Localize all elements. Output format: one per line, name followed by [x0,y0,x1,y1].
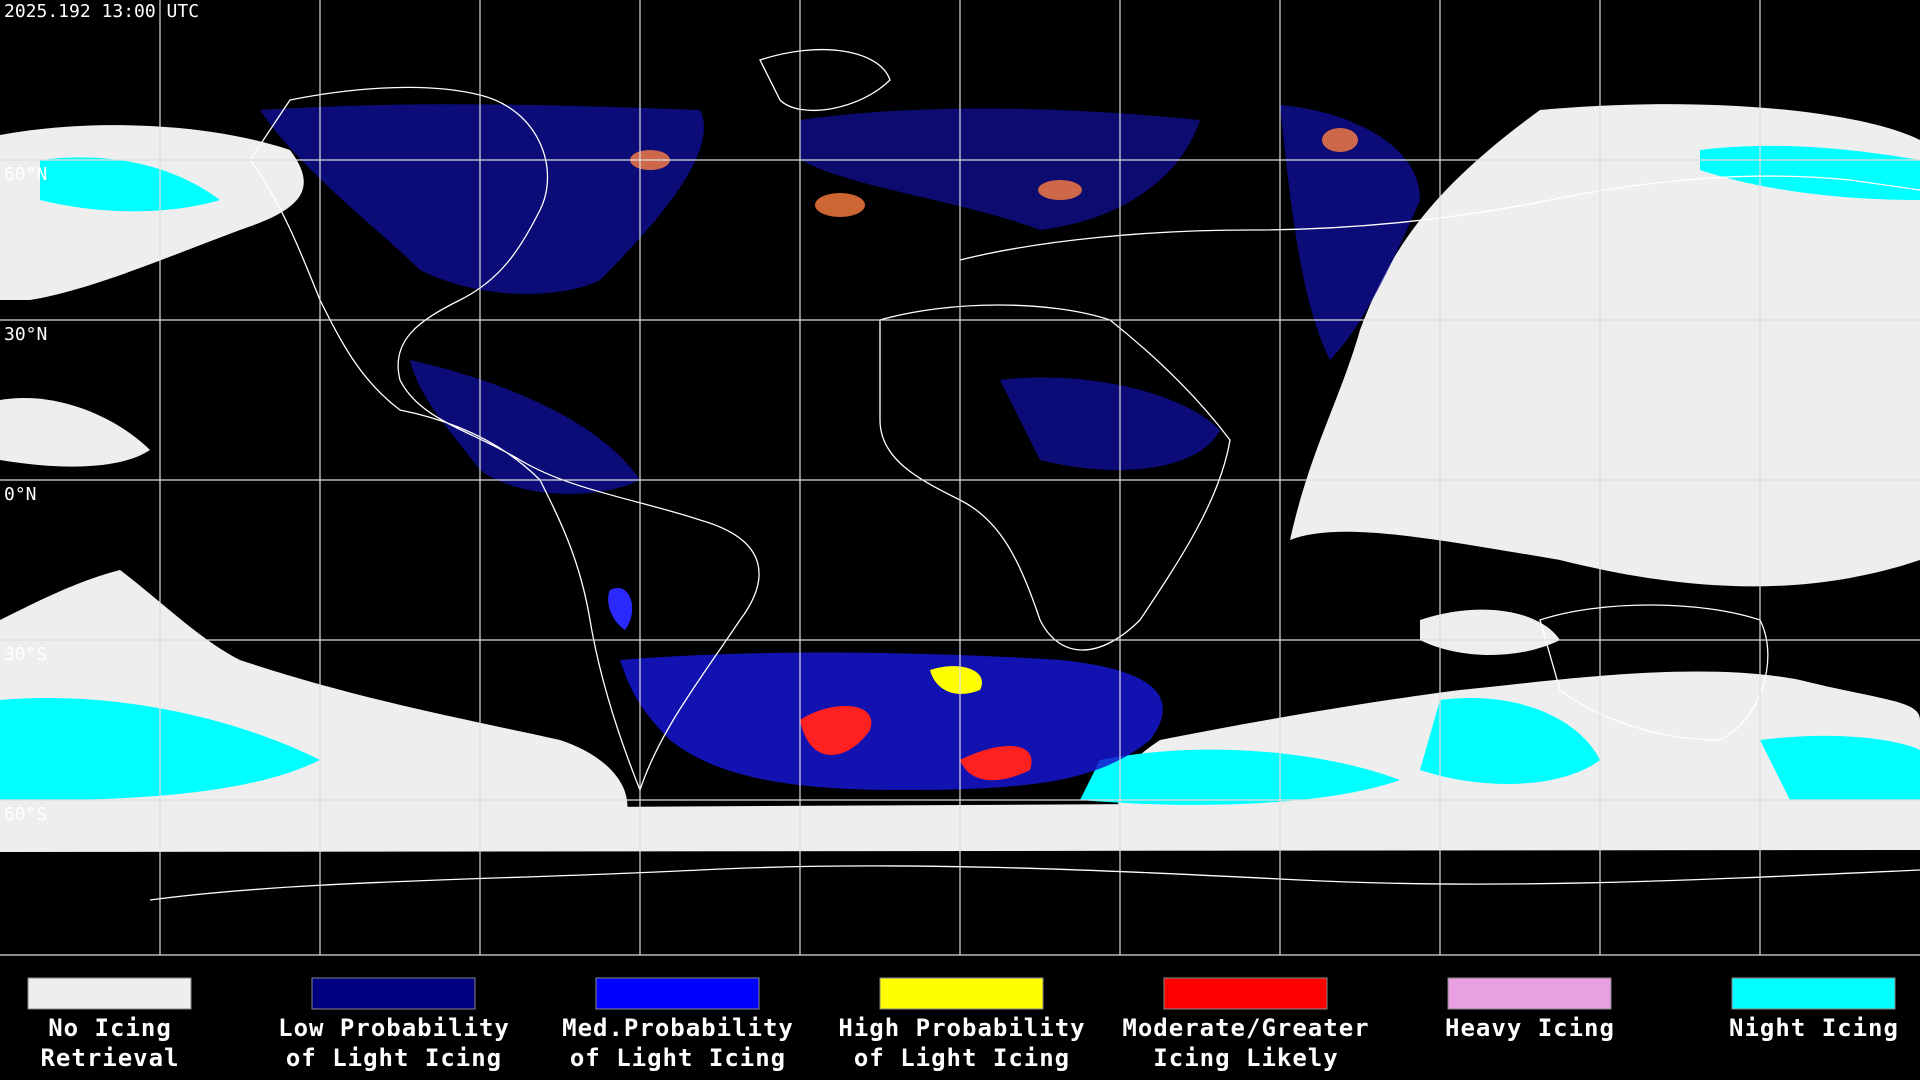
legend-label: Heavy Icing [1445,1014,1615,1042]
legend-label: No Icing [48,1014,172,1042]
legend-swatch [27,977,192,1010]
latitude-labels: 60°N 30°N 0°N 30°S 60°S [4,164,47,825]
legend-swatch [1447,977,1612,1010]
legend-label: Med.Probability [562,1014,794,1042]
graticule [0,0,1920,956]
legend-swatch [1163,977,1328,1010]
map: 2025.192 13:00 UTC 60°N 30°N 0°N 30°S 60°S [0,0,1920,956]
latitude-label: 30°S [4,644,47,665]
legend-swatch [879,977,1044,1010]
latitude-label: 30°N [4,324,47,345]
legend-swatch [595,977,760,1010]
icing-regions [260,104,1420,790]
legend-label: Low Probability [278,1014,510,1042]
timestamp: 2025.192 13:00 UTC [4,1,199,22]
latitude-label: 60°S [4,804,47,825]
legend-label: Night Icing [1729,1014,1899,1042]
latitude-label: 60°N [4,164,47,185]
legend-label: of Light Icing [286,1044,502,1072]
latitude-label: 0°N [4,484,37,505]
legend-label: of Light Icing [570,1044,786,1072]
legend-label: Retrieval [40,1044,179,1072]
legend-swatch [311,977,476,1010]
legend-label: High Probability [838,1014,1085,1042]
legend-swatch [1731,977,1896,1010]
legend-label: of Light Icing [854,1044,1070,1072]
legend-label: Icing Likely [1153,1044,1338,1072]
legend-label: Moderate/Greater [1122,1014,1369,1042]
